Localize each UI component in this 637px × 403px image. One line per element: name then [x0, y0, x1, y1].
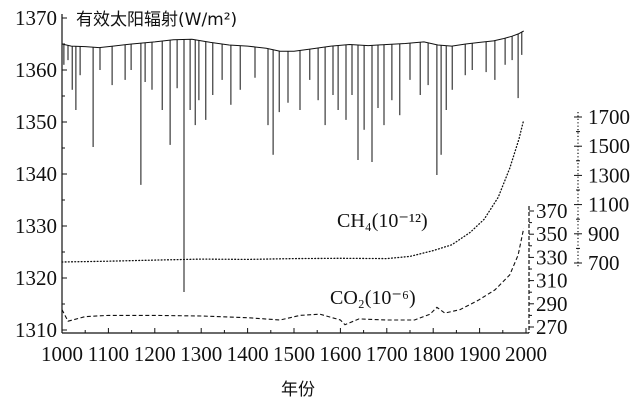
solar-y-tick-label: 1360 — [15, 58, 57, 82]
solar-y-tick-label: 1350 — [15, 110, 57, 134]
series-layer — [61, 30, 525, 326]
x-tick-label: 1400 — [227, 342, 269, 366]
ch4-y-tick-label: 1500 — [588, 134, 630, 158]
x-axis-label: 年份 — [281, 380, 315, 400]
x-tick-label: 1300 — [180, 342, 222, 366]
solar-line — [61, 30, 524, 52]
ch4-y-tick-label: 700 — [588, 251, 620, 275]
x-tick-label: 1800 — [412, 342, 454, 366]
co2-y-tick-label: 270 — [536, 315, 568, 339]
co2-y-tick-label: 370 — [536, 199, 568, 223]
x-tick-label: 1200 — [134, 342, 176, 366]
ch4-line — [61, 119, 525, 263]
ch4-y-tick-label: 1300 — [588, 163, 630, 187]
x-tick-label: 1600 — [319, 342, 361, 366]
axes — [61, 14, 579, 334]
solar-y-tick-label: 1320 — [15, 266, 57, 290]
x-tick-label: 1100 — [88, 342, 129, 366]
x-tick-label: 1900 — [459, 342, 501, 366]
co2-y-tick-label: 290 — [536, 292, 568, 316]
x-tick-label: 1700 — [366, 342, 408, 366]
ch4-series-label: CH₄(10⁻¹²) — [337, 210, 428, 232]
ch4-y-tick-label: 900 — [588, 222, 620, 246]
solar-y-tick-label: 1370 — [15, 6, 57, 30]
x-tick-label: 1000 — [41, 342, 83, 366]
co2-line — [61, 228, 525, 326]
x-tick-label: 1500 — [273, 342, 315, 366]
ch4-y-tick-label: 1700 — [588, 105, 630, 129]
solar-y-tick-label: 1330 — [15, 214, 57, 238]
co2-series-label: CO₂(10⁻⁶) — [330, 287, 416, 309]
ch4-y-tick-label: 1100 — [588, 193, 629, 217]
co2-y-tick-label: 310 — [536, 269, 568, 293]
solar-y-tick-label: 1310 — [15, 318, 57, 342]
co2-y-tick-label: 330 — [536, 245, 568, 269]
tick-labels: 1000 1100 1200 1300 1400 1500 1600 1700 1800 1900… — [15, 6, 630, 366]
solar-series-label: 有效太阳辐射(W/m²) — [76, 10, 237, 30]
tick-marks — [61, 17, 582, 333]
x-tick-label: 2000 — [505, 342, 547, 366]
co2-y-tick-label: 350 — [536, 222, 568, 246]
solar-y-tick-label: 1340 — [15, 162, 57, 186]
